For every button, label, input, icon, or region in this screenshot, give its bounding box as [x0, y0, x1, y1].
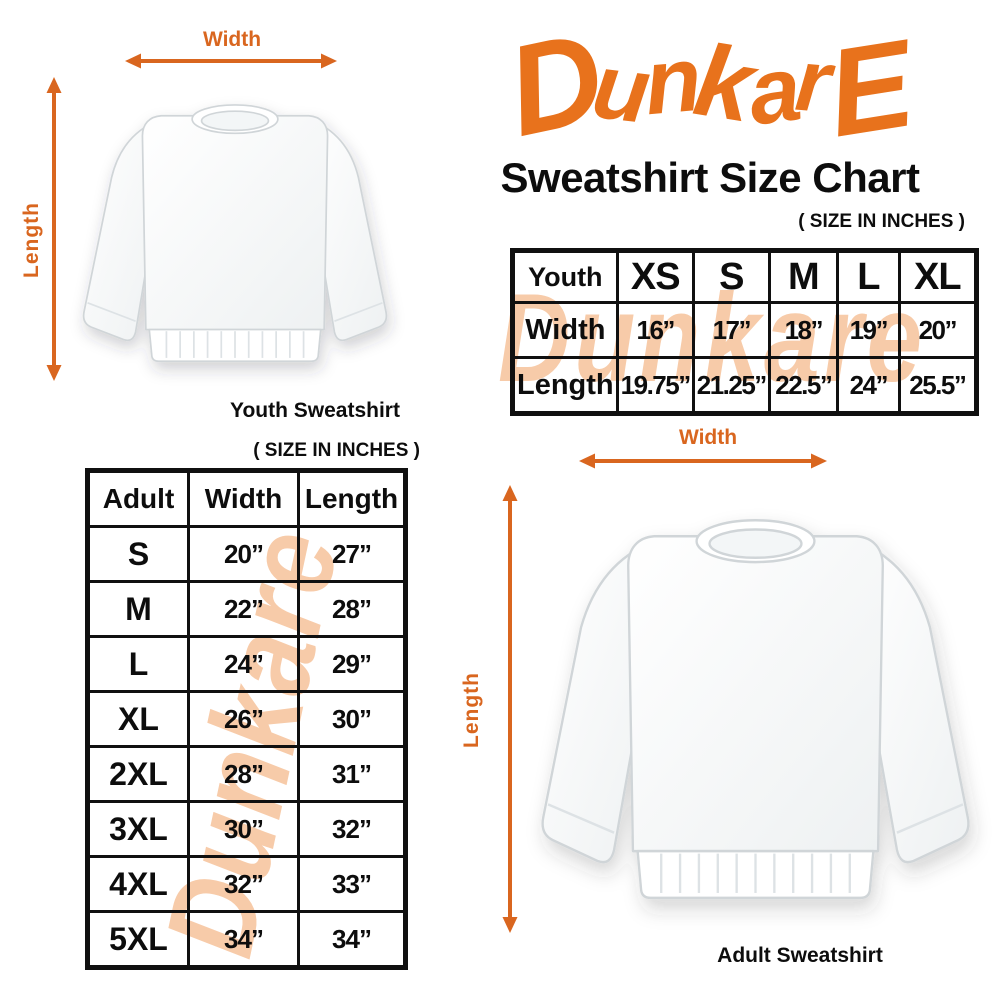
table-row: S 20” 27”	[87, 525, 406, 583]
youth-table-label-cell: Width	[512, 301, 619, 359]
youth-length-arrow-icon	[46, 77, 62, 381]
youth-table-header-cell: S	[691, 250, 771, 304]
adult-size-table: Adult Width Length S 20” 27” M 22” 28” L…	[87, 470, 406, 968]
adult-table-size-cell: M	[87, 580, 190, 638]
adult-size-table-frame: Adult Width Length S 20” 27” M 22” 28” L…	[85, 468, 408, 970]
table-row: Width 16” 17” 18” 19” 20”	[512, 301, 977, 359]
adult-length-label: Length	[460, 672, 483, 748]
adult-table-value-cell: 28”	[187, 745, 300, 803]
youth-table-value-cell: 25.5”	[897, 356, 977, 414]
adult-table-size-cell: 4XL	[87, 855, 190, 913]
adult-sweatshirt-caption: Adult Sweatshirt	[717, 944, 883, 967]
table-row: 5XL 34” 34”	[87, 910, 406, 968]
youth-table-value-cell: 17”	[691, 301, 771, 359]
adult-table-value-cell: 24”	[187, 635, 300, 693]
youth-table-value-cell: 22.5”	[767, 356, 839, 414]
table-row: 2XL 28” 31”	[87, 745, 406, 803]
table-row: XL 26” 30”	[87, 690, 406, 748]
adult-width-label: Width	[678, 426, 738, 449]
adult-table-value-cell: 26”	[187, 690, 300, 748]
brand-logo: D u n k a r E	[430, 5, 990, 164]
brand-logo-letter: E	[818, 14, 923, 164]
table-row: 3XL 30” 32”	[87, 800, 406, 858]
adult-table-value-cell: 34”	[297, 910, 406, 968]
adult-table-value-cell: 20”	[187, 525, 300, 583]
page-title: Sweatshirt Size Chart	[500, 154, 920, 201]
table-row: 4XL 32” 33”	[87, 855, 406, 913]
youth-width-label: Width	[202, 28, 262, 51]
youth-table-header-cell: M	[767, 250, 839, 304]
youth-width-arrow-icon	[125, 53, 337, 69]
adult-table-size-cell: XL	[87, 690, 190, 748]
youth-length-label: Length	[20, 202, 43, 278]
adult-table-value-cell: 27”	[297, 525, 406, 583]
youth-table-value-cell: 18”	[767, 301, 839, 359]
youth-table-value-cell: 20”	[897, 301, 977, 359]
youth-table-value-cell: 24”	[835, 356, 901, 414]
youth-table-label-cell: Length	[512, 356, 619, 414]
units-note-top: ( SIZE IN INCHES )	[798, 211, 965, 232]
youth-table-value-cell: 21.25”	[691, 356, 771, 414]
adult-sweatshirt-image	[541, 519, 970, 900]
youth-sweatshirt-caption: Youth Sweatshirt	[230, 399, 400, 422]
adult-table-value-cell: 22”	[187, 580, 300, 638]
adult-table-size-cell: L	[87, 635, 190, 693]
youth-size-table-frame: Youth XS S M L XL Width 16” 17” 18” 19” …	[510, 248, 979, 416]
adult-table-value-cell: 31”	[297, 745, 406, 803]
adult-table-size-cell: 3XL	[87, 800, 190, 858]
adult-table-value-cell: 33”	[297, 855, 406, 913]
units-note-adult: ( SIZE IN INCHES )	[253, 440, 420, 461]
table-row: Length 19.75” 21.25” 22.5” 24” 25.5”	[512, 356, 977, 414]
table-row: Adult Width Length	[87, 470, 406, 528]
youth-table-value-cell: 19”	[835, 301, 901, 359]
adult-table-value-cell: 34”	[187, 910, 300, 968]
adult-table-header-cell: Width	[187, 470, 300, 528]
youth-table-header-cell: Youth	[512, 250, 619, 304]
adult-table-size-cell: 2XL	[87, 745, 190, 803]
adult-width-arrow-icon	[579, 453, 827, 469]
adult-table-value-cell: 30”	[297, 690, 406, 748]
adult-table-size-cell: 5XL	[87, 910, 190, 968]
youth-table-header-cell: XL	[897, 250, 977, 304]
adult-table-value-cell: 28”	[297, 580, 406, 638]
youth-table-value-cell: 19.75”	[615, 356, 695, 414]
adult-table-value-cell: 32”	[187, 855, 300, 913]
youth-size-table: Youth XS S M L XL Width 16” 17” 18” 19” …	[512, 250, 977, 414]
adult-table-value-cell: 30”	[187, 800, 300, 858]
table-row: Youth XS S M L XL	[512, 250, 977, 304]
youth-table-value-cell: 16”	[615, 301, 695, 359]
adult-table-value-cell: 29”	[297, 635, 406, 693]
adult-table-size-cell: S	[87, 525, 190, 583]
youth-sweatshirt-image	[82, 104, 388, 363]
adult-length-arrow-icon	[502, 485, 518, 933]
table-row: M 22” 28”	[87, 580, 406, 638]
table-row: L 24” 29”	[87, 635, 406, 693]
adult-table-header-cell: Length	[297, 470, 406, 528]
adult-table-header-cell: Adult	[87, 470, 190, 528]
adult-table-value-cell: 32”	[297, 800, 406, 858]
youth-table-header-cell: XS	[615, 250, 695, 304]
youth-table-header-cell: L	[835, 250, 901, 304]
